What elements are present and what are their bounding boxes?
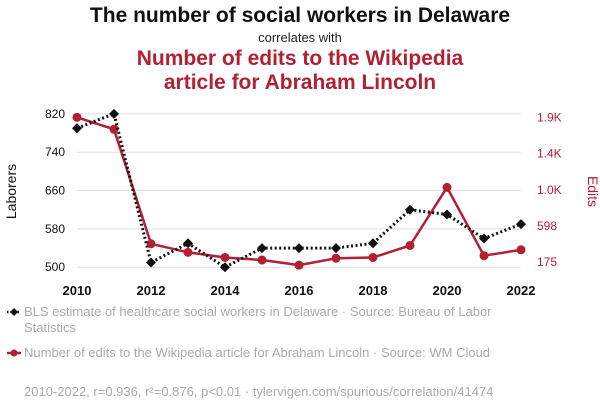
legend-label-social-workers: BLS estimate of healthcare social worker…: [24, 304, 492, 335]
left-axis-tick-label: 820: [45, 107, 65, 121]
data-point-social-workers: [146, 257, 156, 268]
legend-swatch-solid-circle: [7, 349, 21, 357]
data-point-social-workers: [109, 108, 119, 119]
data-point-wikipedia-edits: [72, 112, 82, 122]
data-point-wikipedia-edits: [146, 239, 156, 249]
x-axis-tick-label: 2016: [285, 283, 314, 298]
legend-label-wikipedia-edits: Number of edits to the Wikipedia article…: [24, 345, 491, 360]
left-axis-tick-label: 500: [45, 260, 65, 274]
x-axis-tick-label: 2022: [507, 283, 536, 298]
secondary-title-line-1: Number of edits to the Wikipedia: [136, 47, 464, 70]
data-point-social-workers: [183, 238, 193, 249]
chart-subtitle: correlates with: [258, 30, 342, 45]
secondary-title-line-2: article for Abraham Lincoln: [163, 71, 437, 94]
series-line-wikipedia-edits: [76, 116, 522, 267]
data-point-wikipedia-edits: [109, 124, 119, 134]
x-axis-tick-label: 2020: [433, 283, 462, 298]
chart-title: The number of social workers in Delaware: [89, 4, 511, 27]
data-point-wikipedia-edits: [257, 255, 267, 265]
legend-swatch-dotted-diamond: [7, 308, 21, 316]
data-point-social-workers: [331, 243, 341, 254]
data-point-wikipedia-edits: [294, 260, 304, 270]
x-axis-tick-label: 2010: [63, 283, 92, 298]
right-axis-tick-label: 598: [537, 219, 557, 233]
right-axis-tick-label: 1.9K: [537, 111, 562, 125]
left-axis-tick-label: 580: [45, 222, 65, 236]
right-axis-tick-label: 1.4K: [537, 147, 562, 161]
x-axis-tick-label: 2018: [359, 283, 388, 298]
right-axis-tick-label: 175: [537, 255, 557, 269]
data-point-social-workers: [257, 243, 267, 254]
data-point-social-workers: [368, 238, 378, 249]
x-axis-tick-label: 2014: [211, 283, 241, 298]
data-point-social-workers: [294, 243, 304, 254]
data-point-social-workers: [442, 209, 452, 220]
left-axis-title: Laborers: [3, 164, 19, 219]
data-point-social-workers: [516, 219, 526, 230]
right-axis-title: Edits: [585, 176, 600, 207]
left-axis-tick-label: 660: [45, 184, 65, 198]
data-point-wikipedia-edits: [442, 182, 452, 192]
data-point-wikipedia-edits: [331, 253, 341, 263]
chart-footer: 2010-2022, r=0.936, r²=0.876, p<0.01 · t…: [24, 384, 494, 399]
data-point-wikipedia-edits: [368, 252, 378, 262]
data-point-wikipedia-edits: [479, 251, 489, 261]
data-point-social-workers: [479, 233, 489, 244]
data-point-social-workers: [72, 123, 82, 134]
right-axis-tick-label: 1.0K: [537, 183, 562, 197]
data-point-wikipedia-edits: [183, 247, 193, 257]
data-point-social-workers: [220, 262, 230, 273]
data-point-social-workers: [405, 204, 415, 215]
data-point-wikipedia-edits: [516, 245, 526, 255]
data-point-wikipedia-edits: [405, 240, 415, 250]
data-point-wikipedia-edits: [220, 252, 230, 262]
left-axis-tick-label: 740: [45, 145, 65, 159]
chart-secondary-title: Number of edits to the Wikipedia article…: [0, 47, 600, 95]
x-axis-tick-label: 2012: [137, 283, 166, 298]
